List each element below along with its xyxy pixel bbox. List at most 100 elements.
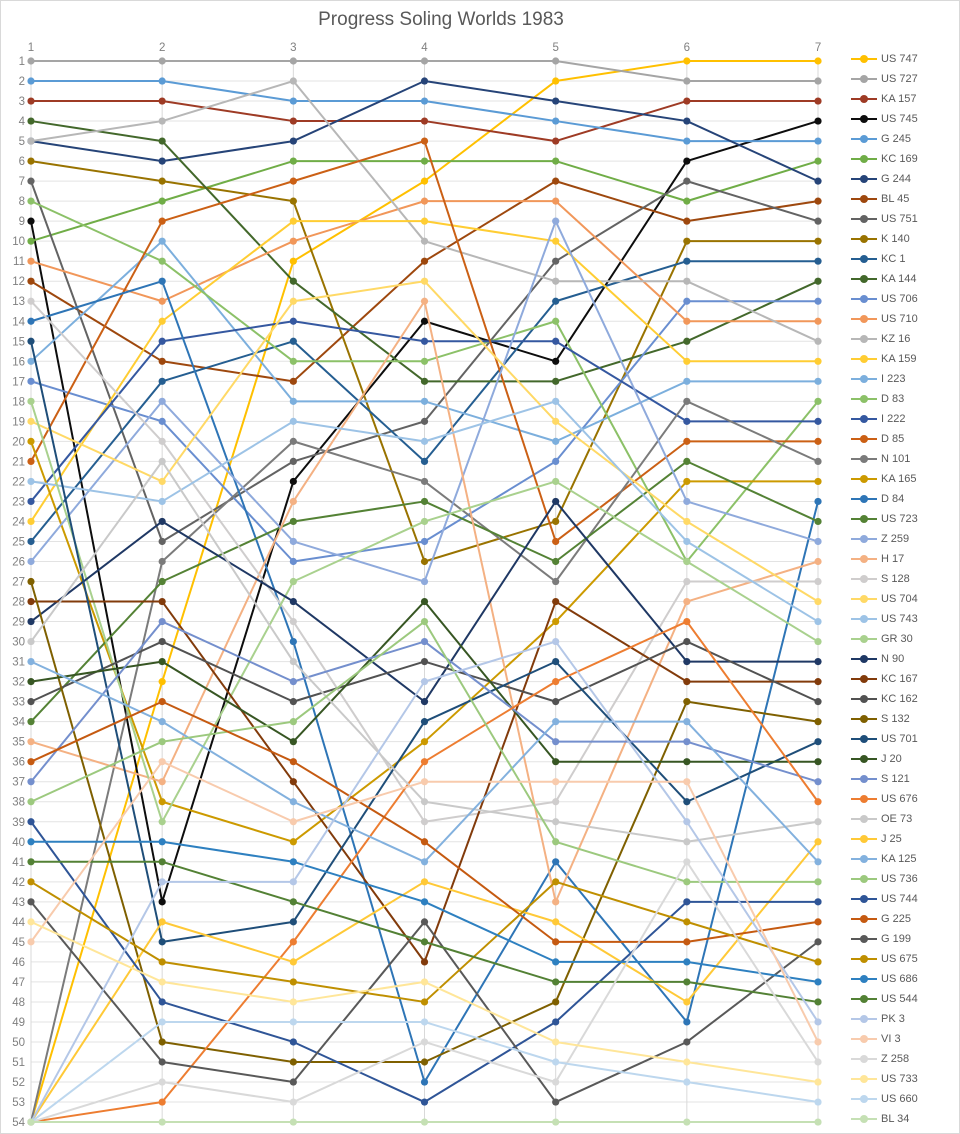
series-marker-Z-259	[27, 557, 35, 566]
series-marker-D-84	[158, 277, 166, 285]
y-tick-label: 17	[12, 376, 25, 388]
series-marker-US-701	[289, 918, 297, 926]
series-marker-US-701	[27, 337, 35, 345]
legend-item-US-736: US 736	[851, 869, 957, 889]
series-marker-KA-125	[814, 858, 822, 866]
y-tick-label: 9	[19, 216, 25, 228]
series-marker-US-744	[683, 898, 691, 906]
legend-swatch-icon	[851, 855, 877, 863]
series-marker-KA-159	[289, 217, 297, 225]
legend-swatch-icon	[851, 55, 877, 63]
series-marker-KA-144	[552, 377, 560, 385]
series-marker-D-83	[27, 197, 35, 205]
series-marker-G-199	[158, 1058, 166, 1066]
series-marker-J-25	[289, 958, 297, 966]
legend-swatch-icon	[851, 715, 877, 723]
series-marker-G-245	[552, 117, 560, 125]
series-marker-S-132	[683, 698, 691, 706]
y-tick-label: 27	[12, 577, 25, 589]
series-marker-Z-258	[420, 1038, 429, 1046]
legend-item-US-701: US 701	[851, 729, 957, 749]
series-marker-K-140	[158, 177, 166, 185]
series-marker-KC-162	[683, 637, 691, 646]
series-marker-US-710	[420, 197, 429, 205]
series-marker-KA-144	[27, 117, 35, 125]
series-marker-I-222	[27, 497, 35, 506]
series-marker-KC-167	[27, 597, 35, 606]
y-tick-label: 2	[19, 76, 25, 88]
series-marker-US-745	[289, 477, 297, 486]
series-marker-D-83	[158, 257, 166, 265]
legend-item-S-121: S 121	[851, 769, 957, 789]
series-marker-H-17	[420, 297, 429, 305]
legend-label: BL 34	[881, 1113, 910, 1125]
legend-item-J-20: J 20	[851, 749, 957, 769]
legend-swatch-icon	[851, 975, 877, 983]
y-tick-label: 54	[12, 1117, 25, 1129]
series-marker-US-686	[814, 978, 822, 986]
series-marker-US-704	[27, 417, 35, 425]
series-marker-PK-3	[420, 678, 429, 686]
series-marker-S-121	[158, 617, 166, 626]
y-tick-label: 34	[12, 717, 25, 729]
legend-item-BL-45: BL 45	[851, 189, 957, 209]
series-marker-PK-3	[552, 637, 560, 646]
series-marker-D-85	[158, 217, 166, 225]
series-marker-Z-258	[552, 1078, 560, 1086]
series-marker-KA-125	[683, 718, 691, 726]
legend-label: D 85	[881, 433, 905, 445]
legend-label: US 686	[881, 973, 918, 985]
series-marker-US-745	[27, 217, 35, 225]
series-marker-D-85	[420, 137, 429, 145]
series-marker-I-223	[814, 377, 822, 385]
series-marker-US-544	[552, 978, 560, 986]
series-marker-G-225	[27, 758, 35, 766]
legend-label: US 704	[881, 593, 918, 605]
series-marker-KC-169	[289, 157, 297, 165]
series-marker-BL-45	[420, 257, 429, 265]
legend-label: KA 159	[881, 353, 917, 365]
series-marker-G-244	[158, 157, 166, 165]
series-marker-D-84	[27, 317, 35, 325]
series-marker-VI-3	[683, 778, 691, 786]
series-marker-D-85	[27, 457, 35, 465]
series-marker-KC-167	[420, 958, 429, 966]
series-marker-US-743	[158, 497, 166, 506]
series-marker-G-225	[552, 938, 560, 946]
series-marker-US-747	[814, 57, 822, 65]
series-marker-KC-162	[420, 658, 429, 666]
y-tick-label: 47	[12, 977, 25, 989]
series-marker-BL-45	[158, 357, 166, 365]
y-tick-label: 39	[12, 817, 25, 829]
y-tick-label: 13	[12, 296, 25, 308]
legend-swatch-icon	[851, 495, 877, 503]
series-marker-BL-34	[27, 1118, 35, 1126]
legend-swatch-icon	[851, 355, 877, 363]
series-marker-BL-34	[158, 1118, 166, 1126]
y-tick-label: 11	[13, 256, 25, 268]
legend-label: US 710	[881, 313, 918, 325]
series-marker-KC-1	[552, 297, 560, 305]
legend-swatch-icon	[851, 835, 877, 843]
legend-item-US-706: US 706	[851, 289, 957, 309]
series-marker-PK-3	[158, 878, 166, 886]
series-marker-US-747	[683, 57, 691, 65]
legend-label: N 101	[881, 453, 911, 465]
y-tick-label: 46	[12, 957, 25, 969]
legend-item-KC-167: KC 167	[851, 669, 957, 689]
series-marker-US-736	[420, 617, 429, 626]
legend-swatch-icon	[851, 175, 877, 183]
legend-item-US-675: US 675	[851, 949, 957, 969]
y-tick-label: 12	[12, 276, 25, 288]
series-marker-US-704	[814, 597, 822, 606]
series-marker-US-723	[420, 497, 429, 506]
series-marker-D-84	[683, 1018, 691, 1026]
series-marker-I-223	[158, 237, 166, 245]
y-tick-label: 40	[12, 837, 25, 849]
series-marker-G-225	[158, 698, 166, 706]
series-marker-US-660	[420, 1018, 429, 1026]
series-marker-PK-3	[814, 1018, 822, 1026]
series-marker-US-727	[158, 57, 166, 65]
chart-legend: US 747 US 727 KA 157 US 745 G 245 KC 169 G 244…	[851, 49, 957, 1129]
series-marker-K-140	[552, 517, 560, 526]
